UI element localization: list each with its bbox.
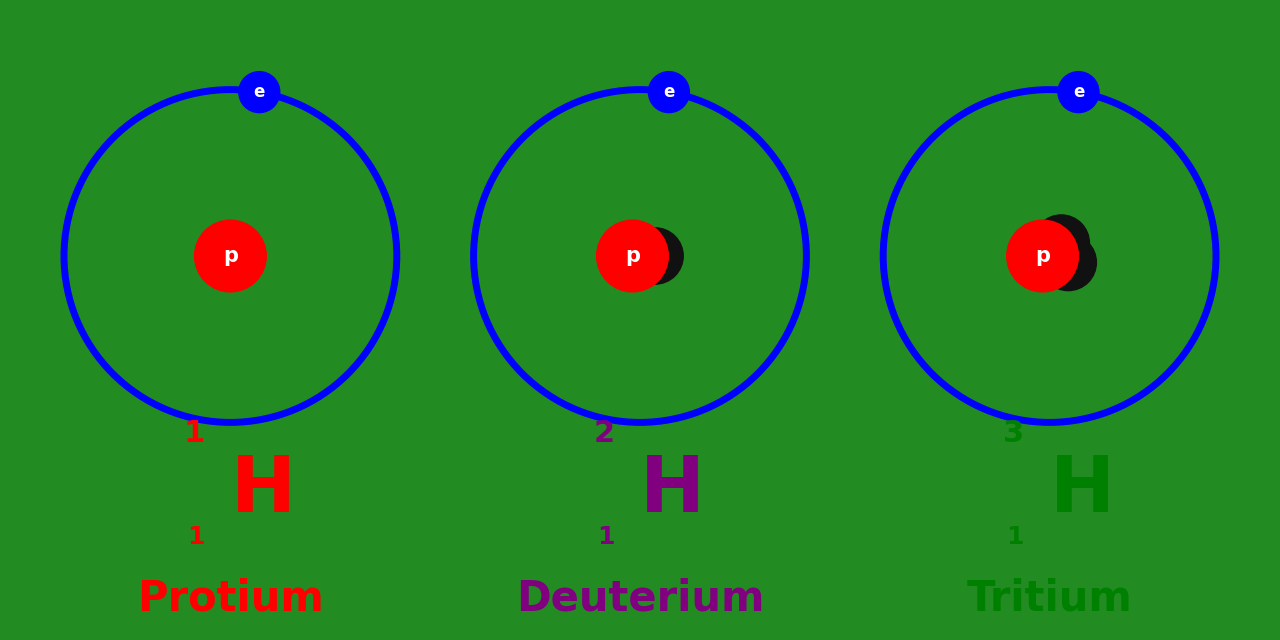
- Ellipse shape: [596, 220, 668, 292]
- Ellipse shape: [1007, 220, 1079, 292]
- Ellipse shape: [239, 72, 280, 113]
- Ellipse shape: [1059, 72, 1100, 113]
- Ellipse shape: [627, 228, 684, 284]
- Ellipse shape: [1041, 234, 1097, 291]
- Text: 3: 3: [1002, 419, 1024, 448]
- Text: n: n: [1055, 234, 1068, 252]
- Text: 2: 2: [593, 419, 614, 448]
- Ellipse shape: [649, 72, 690, 113]
- Text: H: H: [230, 452, 296, 527]
- Text: H: H: [640, 452, 705, 527]
- Text: 1: 1: [1006, 525, 1024, 549]
- Text: p: p: [1036, 246, 1050, 266]
- Text: H: H: [1050, 452, 1115, 527]
- Text: p: p: [625, 246, 640, 266]
- Text: e: e: [1073, 83, 1084, 101]
- Text: n: n: [1062, 253, 1075, 271]
- Text: n: n: [649, 247, 662, 265]
- Text: Protium: Protium: [137, 577, 324, 620]
- Text: 1: 1: [187, 525, 205, 549]
- Text: Deuterium: Deuterium: [516, 577, 764, 620]
- Text: 1: 1: [596, 525, 614, 549]
- Text: p: p: [223, 246, 238, 266]
- Text: 1: 1: [183, 419, 205, 448]
- Text: Tritium: Tritium: [966, 577, 1133, 620]
- Text: e: e: [663, 83, 675, 101]
- Ellipse shape: [1033, 215, 1089, 271]
- Text: e: e: [253, 83, 265, 101]
- Ellipse shape: [195, 220, 266, 292]
